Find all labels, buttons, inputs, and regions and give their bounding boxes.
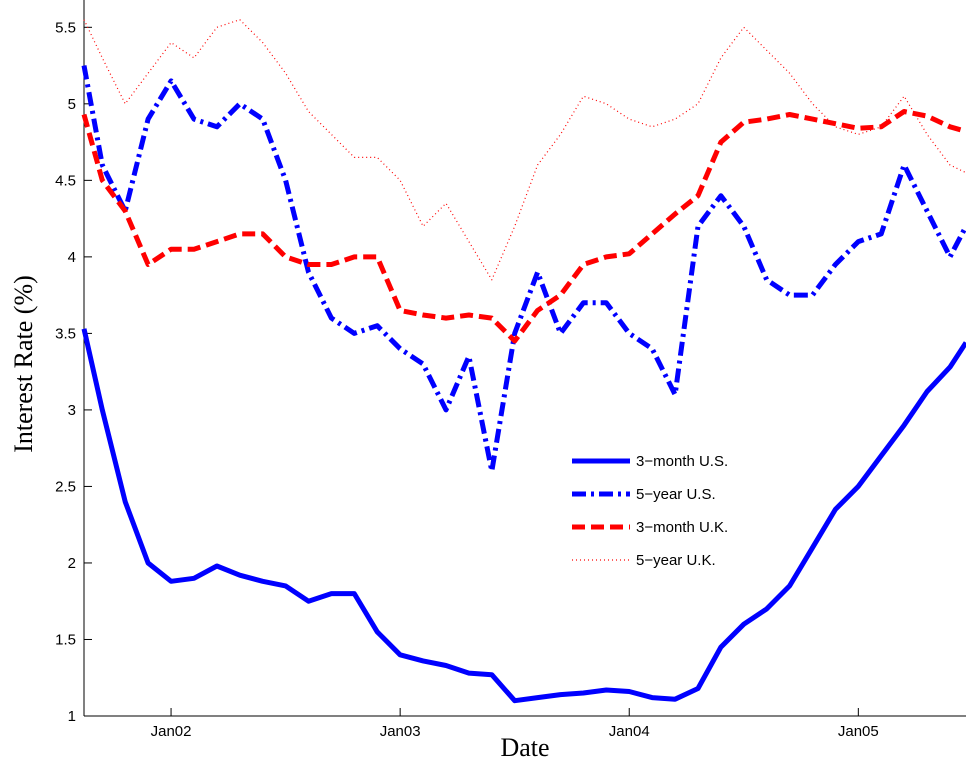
y-tick-label: 1 [68, 708, 76, 725]
x-tick-label: Jan05 [838, 723, 879, 740]
legend-box [568, 447, 783, 575]
y-tick-label: 1.5 [55, 631, 76, 648]
x-tick-label: Jan02 [151, 723, 192, 740]
legend-label: 3−month U.S. [636, 453, 728, 470]
series-line [81, 65, 966, 474]
series-line [81, 109, 966, 344]
x-tick-label: Jan04 [609, 723, 650, 740]
legend-label: 5−year U.K. [636, 552, 716, 569]
legend-label: 5−year U.S. [636, 486, 716, 503]
y-tick-label: 3 [68, 402, 76, 419]
y-axis-label: Interest Rate (%) [9, 275, 38, 453]
x-tick-label: Jan03 [380, 723, 421, 740]
y-tick-label: 5 [68, 96, 76, 113]
y-tick-label: 4 [68, 249, 76, 266]
y-tick-label: 2.5 [55, 478, 76, 495]
y-tick-label: 2 [68, 555, 76, 572]
x-axis-label: Date [500, 733, 549, 762]
y-tick-label: 4.5 [55, 172, 76, 189]
series-line [81, 328, 966, 704]
y-tick-label: 5.5 [55, 19, 76, 36]
legend-label: 3−month U.K. [636, 519, 728, 536]
y-tick-label: 3.5 [55, 325, 76, 342]
